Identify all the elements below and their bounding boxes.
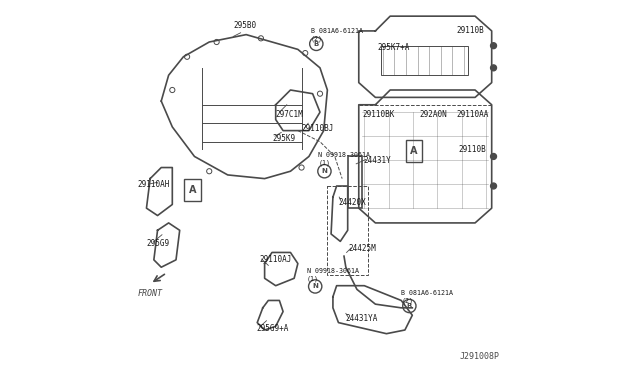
Text: FRONT: FRONT — [138, 289, 163, 298]
Text: B: B — [314, 41, 319, 47]
Text: 292A0N: 292A0N — [420, 109, 447, 119]
Text: 295G9+A: 295G9+A — [257, 324, 289, 333]
Text: 29110B: 29110B — [458, 145, 486, 154]
Text: 29110BK: 29110BK — [362, 109, 395, 119]
Text: N 09918-3061A
(1): N 09918-3061A (1) — [318, 153, 370, 166]
Text: J291008P: J291008P — [459, 352, 499, 361]
Circle shape — [491, 43, 497, 49]
Text: 24425M: 24425M — [349, 244, 376, 253]
Text: 297C1M: 297C1M — [276, 109, 303, 119]
Text: 295K9: 295K9 — [272, 134, 295, 142]
Text: N 09918-3061A
(1): N 09918-3061A (1) — [307, 268, 358, 282]
Text: 29110AH: 29110AH — [137, 180, 170, 189]
Circle shape — [491, 65, 497, 71]
Circle shape — [491, 154, 497, 160]
Text: B 081A6-6121A
(2): B 081A6-6121A (2) — [311, 28, 363, 42]
Text: 24431Y: 24431Y — [364, 155, 391, 165]
Text: 295K7+A: 295K7+A — [377, 43, 410, 52]
Text: 29110AA: 29110AA — [456, 109, 489, 119]
Text: 295G9: 295G9 — [147, 239, 170, 248]
Text: 29110BJ: 29110BJ — [301, 124, 334, 133]
Text: N: N — [321, 168, 328, 174]
Text: 29110AJ: 29110AJ — [259, 255, 291, 264]
Text: 24431YA: 24431YA — [346, 314, 378, 323]
Text: A: A — [189, 185, 196, 195]
Text: 295B0: 295B0 — [233, 21, 257, 30]
Text: N: N — [312, 283, 318, 289]
Text: B 081A6-6121A
(2): B 081A6-6121A (2) — [401, 290, 453, 304]
Text: B: B — [407, 303, 412, 309]
Text: A: A — [410, 146, 418, 156]
Text: 29110B: 29110B — [456, 26, 484, 35]
Text: 24420X: 24420X — [339, 198, 366, 207]
Circle shape — [491, 183, 497, 189]
